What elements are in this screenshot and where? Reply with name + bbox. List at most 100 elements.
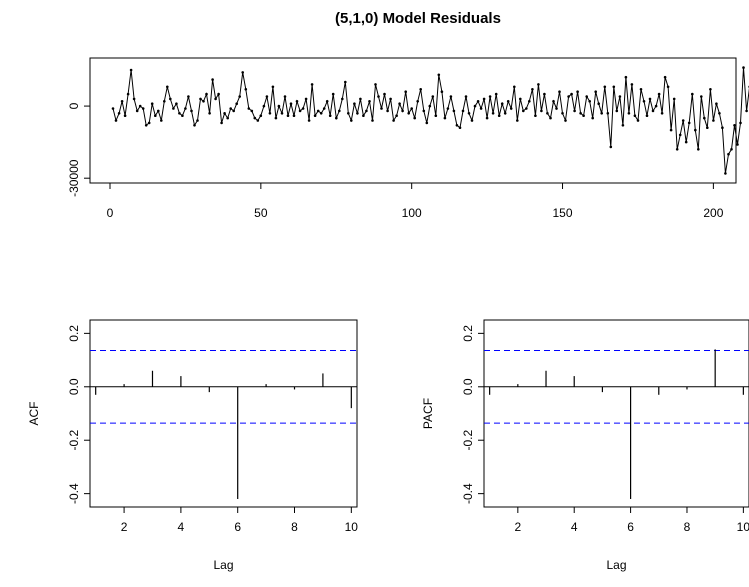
data-point — [199, 97, 202, 101]
data-point — [280, 112, 284, 115]
data-point — [325, 100, 329, 103]
data-point — [277, 104, 281, 108]
data-point — [443, 116, 447, 120]
data-point — [338, 109, 341, 113]
data-point — [681, 119, 685, 122]
data-point — [211, 78, 214, 81]
data-point — [564, 119, 567, 122]
data-point — [247, 107, 251, 110]
data-point — [232, 109, 235, 113]
y-axis-label: ACF — [27, 402, 41, 426]
plot-frame — [483, 319, 749, 508]
x-tick-label: 50 — [254, 206, 268, 220]
data-point — [654, 104, 658, 108]
data-point — [292, 114, 296, 117]
data-point — [525, 107, 528, 110]
data-point — [307, 119, 311, 122]
data-point — [160, 119, 163, 122]
data-point — [561, 112, 564, 115]
data-point — [582, 114, 585, 117]
data-point — [585, 95, 588, 98]
data-point — [736, 143, 739, 146]
data-point — [322, 107, 326, 110]
y-tick-label: -0.4 — [461, 483, 475, 504]
x-tick-label: 2 — [514, 520, 521, 534]
data-point — [172, 107, 175, 110]
data-point — [745, 109, 748, 113]
data-point — [606, 112, 610, 115]
data-point — [229, 107, 232, 110]
data-point — [371, 119, 374, 122]
data-point — [344, 80, 347, 84]
data-point — [666, 85, 670, 89]
data-point — [362, 114, 365, 117]
data-point — [549, 116, 552, 120]
data-point — [220, 121, 223, 125]
data-point — [187, 95, 190, 98]
data-point — [597, 102, 600, 105]
data-point — [328, 114, 332, 117]
data-point — [706, 126, 709, 129]
data-point — [238, 95, 241, 98]
data-point — [386, 109, 389, 113]
data-point — [455, 124, 459, 127]
data-point — [178, 112, 181, 115]
data-point — [283, 95, 287, 98]
data-point — [214, 97, 217, 101]
data-point — [603, 85, 607, 89]
data-point — [132, 97, 136, 101]
data-point — [241, 71, 244, 74]
data-point — [615, 109, 619, 113]
data-point — [175, 102, 178, 105]
data-point — [485, 116, 489, 120]
data-point — [618, 95, 622, 98]
data-point — [147, 121, 151, 125]
data-point — [319, 112, 323, 115]
data-point — [271, 85, 275, 89]
data-point — [286, 114, 290, 117]
data-point — [639, 88, 643, 91]
data-point — [440, 90, 444, 93]
data-point — [663, 75, 667, 79]
y-tick-label: -0.4 — [67, 483, 81, 504]
data-point — [446, 107, 450, 110]
data-point — [709, 88, 712, 91]
data-point — [546, 112, 549, 115]
x-tick-label: 4 — [178, 520, 185, 534]
data-point — [624, 75, 628, 79]
data-point — [691, 92, 694, 96]
data-point — [157, 109, 160, 113]
data-point — [703, 116, 706, 120]
data-point — [648, 97, 652, 101]
data-point — [503, 112, 507, 115]
data-point — [494, 92, 498, 96]
data-point — [226, 116, 229, 120]
data-point — [591, 116, 594, 120]
data-point — [335, 116, 338, 120]
data-point — [452, 109, 456, 113]
data-point — [123, 114, 127, 117]
data-point — [331, 92, 335, 96]
data-point — [500, 102, 504, 105]
data-point — [739, 121, 742, 125]
data-point — [111, 107, 115, 110]
data-point — [256, 119, 260, 122]
data-point — [697, 148, 700, 151]
data-point — [675, 148, 679, 151]
data-point — [594, 90, 597, 93]
data-point — [422, 109, 426, 113]
data-point — [383, 92, 386, 96]
chart-title: (5,1,0) Model Residuals — [335, 10, 501, 27]
data-point — [476, 100, 480, 103]
data-point — [470, 119, 474, 122]
x-tick-label: 200 — [703, 206, 723, 220]
data-point — [552, 100, 555, 103]
data-point — [259, 114, 263, 117]
data-point — [419, 88, 423, 91]
data-point — [669, 128, 673, 132]
data-point — [600, 112, 603, 115]
data-point — [434, 114, 438, 117]
data-point — [368, 100, 371, 103]
x-tick-label: 100 — [402, 206, 422, 220]
data-point — [506, 100, 510, 103]
